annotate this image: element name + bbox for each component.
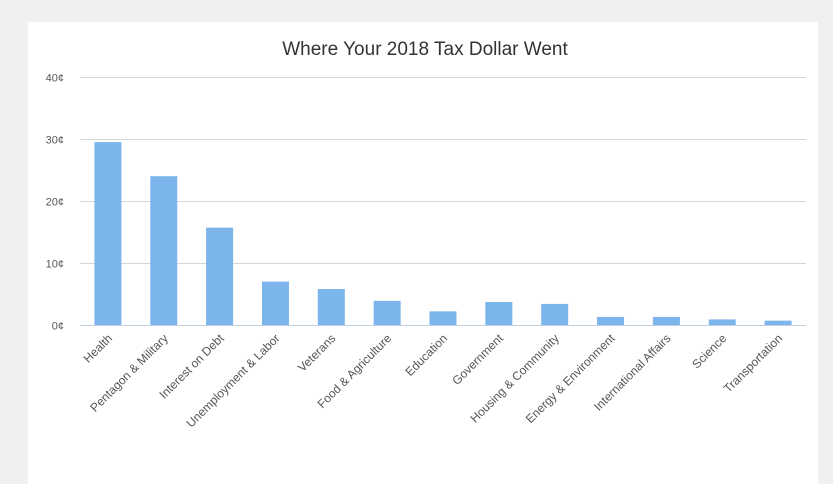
bar[interactable] (541, 303, 569, 325)
bar[interactable] (261, 281, 289, 325)
y-tick-label: 10¢ (46, 259, 64, 271)
bar[interactable] (485, 302, 513, 325)
bar[interactable] (597, 316, 625, 325)
y-axis-labels: 0¢ 10¢ 20¢ 30¢ 40¢ (46, 73, 64, 333)
y-tick-label: 0¢ (52, 321, 64, 333)
chart-title: Where Your 2018 Tax Dollar Went (282, 39, 568, 60)
x-tick-label: Unemployment & Labor (184, 331, 283, 430)
y-tick-label: 30¢ (46, 135, 64, 147)
chart-card: Where Your 2018 Tax Dollar Went 0¢ 10¢ 20¢… (28, 22, 818, 484)
y-tick-label: 40¢ (46, 73, 64, 85)
bar[interactable] (317, 289, 345, 325)
x-tick-label: Government (449, 331, 506, 388)
bar[interactable] (373, 300, 401, 325)
bar[interactable] (652, 316, 680, 325)
y-tick-label: 20¢ (46, 197, 64, 209)
x-tick-label: Science (689, 331, 729, 371)
bar[interactable] (206, 227, 234, 325)
bars (94, 142, 792, 325)
x-tick-label: Veterans (295, 331, 338, 374)
x-tick-label: Education (402, 331, 450, 379)
x-tick-label: Health (81, 331, 115, 365)
bar-chart: Where Your 2018 Tax Dollar Went 0¢ 10¢ 20¢… (46, 39, 806, 431)
bar[interactable] (708, 319, 736, 325)
bar[interactable] (429, 311, 457, 325)
bar[interactable] (150, 176, 178, 325)
gridlines (80, 77, 806, 326)
x-tick-label: Transportation (721, 331, 785, 395)
bar[interactable] (764, 320, 792, 325)
bar[interactable] (94, 142, 122, 325)
